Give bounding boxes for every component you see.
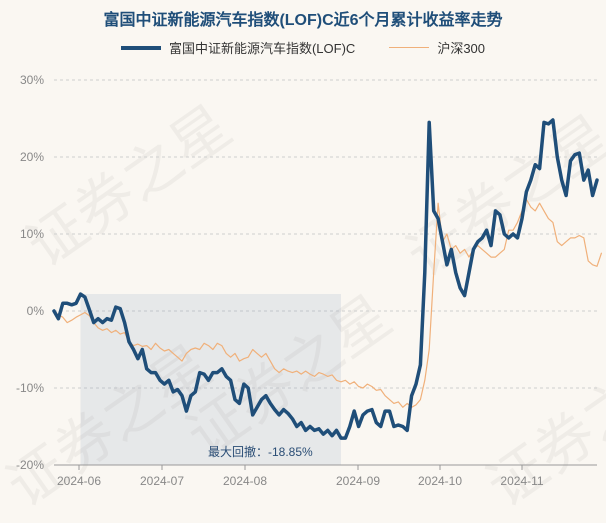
legend-swatch-hs300: [389, 47, 430, 48]
chart: 最大回撤：-18.85% 30% 20% 10% 0% -10% -20% 2024-06 2…: [16, 73, 603, 488]
x-tick-label: 2024-11: [500, 474, 543, 488]
series-line-hs300: [53, 198, 603, 408]
legend-item-fund[interactable]: 富国中证新能源汽车指数(LOF)C: [120, 38, 356, 57]
x-tick-label: 2024-08: [223, 474, 267, 488]
y-tick-label: 30%: [20, 73, 44, 87]
y-tick-label: -20%: [16, 458, 44, 472]
x-tick-label: 2024-06: [57, 474, 101, 488]
series-line-fund: [52, 118, 599, 440]
y-tick-label: 20%: [20, 150, 44, 164]
x-tick-label: 2024-07: [140, 474, 184, 488]
axis-layer: 30% 20% 10% 0% -10% -20% 2024-06 2024-07 2024-08…: [16, 73, 597, 488]
legend: 富国中证新能源汽车指数(LOF)C 沪深300: [0, 38, 606, 57]
legend-label-hs300: 沪深300: [437, 41, 486, 56]
series-layer: [52, 118, 603, 440]
legend-label-fund: 富国中证新能源汽车指数(LOF)C: [168, 41, 356, 56]
chart-title: 富国中证新能源汽车指数(LOF)C近6个月累计收益率走势: [103, 12, 503, 29]
x-tick-label: 2024-09: [336, 474, 380, 488]
legend-item-hs300[interactable]: 沪深300: [389, 38, 485, 57]
y-tick-label: -10%: [16, 381, 44, 395]
y-tick-label: 0%: [27, 304, 45, 318]
y-tick-label: 10%: [20, 227, 44, 241]
max-drawdown-label: 最大回撤：-18.85%: [208, 444, 313, 459]
legend-swatch-fund: [120, 45, 161, 50]
x-tick-label: 2024-10: [418, 474, 462, 488]
